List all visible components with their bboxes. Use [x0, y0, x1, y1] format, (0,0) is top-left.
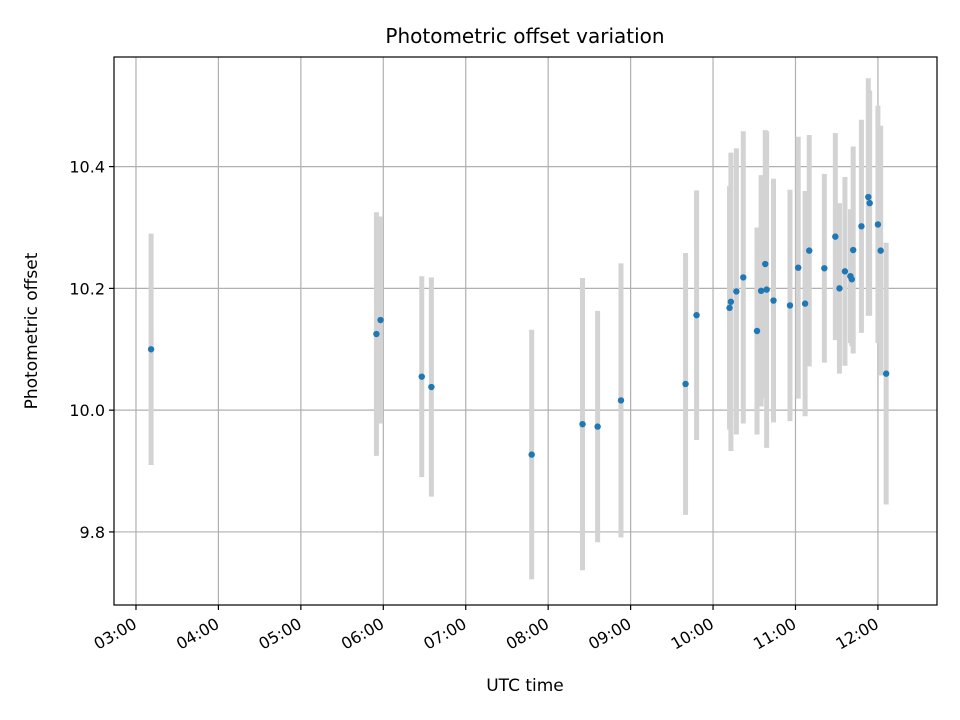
data-point: [740, 274, 747, 281]
plot-frame: [113, 56, 938, 606]
data-point: [836, 285, 843, 292]
data-point: [866, 199, 873, 207]
data-point: [594, 423, 601, 430]
data-point: [858, 223, 865, 230]
data-point: [841, 268, 849, 275]
data-point: [753, 327, 761, 335]
data-point: [770, 297, 777, 304]
data-points: [147, 193, 890, 458]
data-point: [877, 247, 884, 254]
chart-title: Photometric offset variation: [385, 24, 664, 48]
data-point: [693, 311, 700, 319]
data-point: [821, 265, 828, 272]
data-point: [579, 420, 586, 428]
data-point: [882, 370, 890, 377]
data-point: [528, 451, 535, 458]
data-point: [865, 193, 872, 201]
data-point: [786, 302, 794, 309]
data-point: [849, 246, 857, 254]
data-point: [428, 383, 435, 391]
data-point: [763, 286, 770, 293]
data-point: [874, 221, 882, 228]
data-point: [733, 288, 740, 295]
y-tick-label: 10.4: [69, 158, 105, 177]
data-point: [832, 233, 839, 240]
y-tick-label: 9.8: [80, 523, 105, 542]
y-axis-title: Photometric offset: [22, 252, 42, 409]
x-axis-title: UTC time: [486, 676, 564, 696]
data-point: [377, 316, 384, 324]
data-point: [848, 276, 856, 283]
y-tick-label: 10.0: [69, 401, 105, 420]
data-point: [418, 373, 425, 380]
data-point: [757, 287, 765, 295]
data-point: [617, 397, 625, 404]
data-point: [727, 298, 735, 305]
data-point: [147, 346, 155, 353]
data-point: [682, 380, 689, 388]
data-point: [726, 304, 733, 312]
data-point: [801, 300, 809, 307]
data-point: [762, 260, 769, 268]
y-axis-ticks: 9.8 10.0 10.2 10.4: [69, 158, 114, 542]
data-point: [795, 264, 802, 271]
y-tick-label: 10.2: [69, 279, 105, 298]
data-point: [806, 247, 813, 254]
data-point: [373, 330, 380, 338]
